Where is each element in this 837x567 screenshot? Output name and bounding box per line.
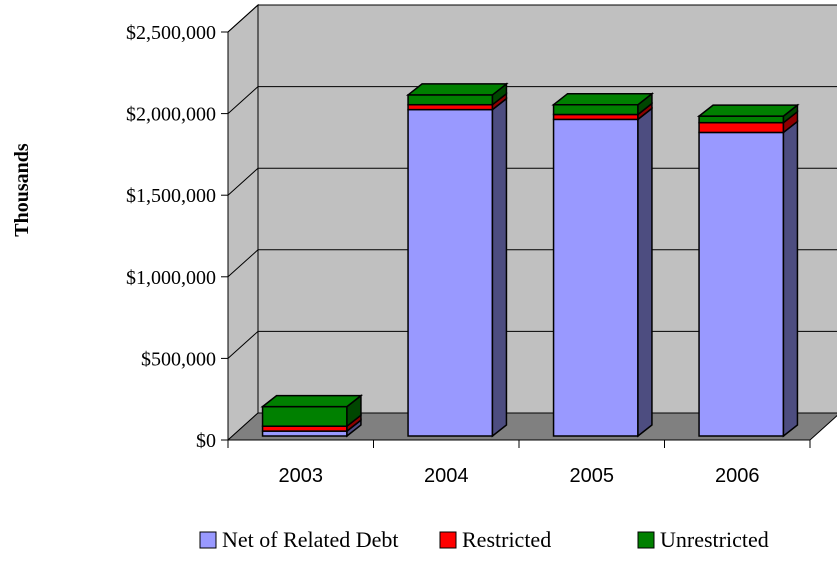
bar-unrestricted	[261, 405, 348, 427]
bar-net-of-related-debt-side	[491, 97, 508, 438]
bar-net-of-related-debt	[407, 108, 494, 437]
legend-swatch	[637, 531, 655, 549]
legend-item: Net of Related Debt	[199, 527, 399, 552]
x-tick-label: 2003	[279, 465, 324, 487]
x-tick-label: 2006	[715, 465, 760, 487]
bar-net-of-related-debt	[698, 131, 785, 437]
bar-unrestricted	[407, 94, 494, 106]
legend-item: Unrestricted	[637, 527, 769, 552]
plot-area	[226, 3, 837, 442]
bar-net-of-related-debt-side	[782, 119, 799, 438]
x-tick-label: 2004	[424, 465, 469, 487]
bar-stack	[405, 82, 509, 438]
bar-net-of-related-debt-side	[637, 106, 653, 438]
bar-stack	[260, 394, 364, 438]
bar-unrestricted-top	[696, 104, 800, 117]
gridline	[227, 4, 837, 33]
y-tick-label: $2,000,000	[126, 104, 216, 126]
y-tick-label: $2,500,000	[126, 22, 216, 44]
legend-swatch	[199, 531, 217, 549]
bar-net-of-related-debt	[552, 118, 639, 437]
bar-unrestricted	[552, 103, 639, 116]
legend-label: Unrestricted	[660, 527, 769, 552]
legend-item: Restricted	[439, 527, 551, 552]
x-axis: 2003 2004 2005 2006	[227, 439, 811, 487]
bar-unrestricted	[698, 115, 785, 124]
bars-group	[260, 82, 800, 438]
bar-stack	[551, 92, 655, 438]
y-axis-title: Thousands	[11, 143, 33, 237]
x-tick-label: 2005	[570, 465, 615, 487]
legend-swatch	[439, 531, 457, 549]
y-tick-label: $1,000,000	[126, 267, 216, 289]
gridline	[227, 86, 837, 114]
bar-unrestricted-top	[260, 394, 364, 408]
y-tick-label: $1,500,000	[126, 185, 216, 207]
bar-unrestricted-top	[551, 92, 655, 106]
legend-label: Restricted	[462, 527, 551, 552]
bar-unrestricted-top	[405, 83, 509, 96]
y-tick-label: $0	[196, 430, 216, 452]
bar-restricted	[698, 121, 785, 134]
legend-label: Net of Related Debt	[222, 527, 399, 552]
y-axis: $0 $500,000 $1,000,000 $1,500,000 $2,000,000…	[126, 22, 229, 452]
legend: Net of Related Debt Restricted Unrestricte…	[199, 527, 769, 552]
side-wall	[227, 3, 259, 442]
bar-stack	[696, 103, 800, 438]
y-tick-label: $500,000	[141, 348, 216, 370]
